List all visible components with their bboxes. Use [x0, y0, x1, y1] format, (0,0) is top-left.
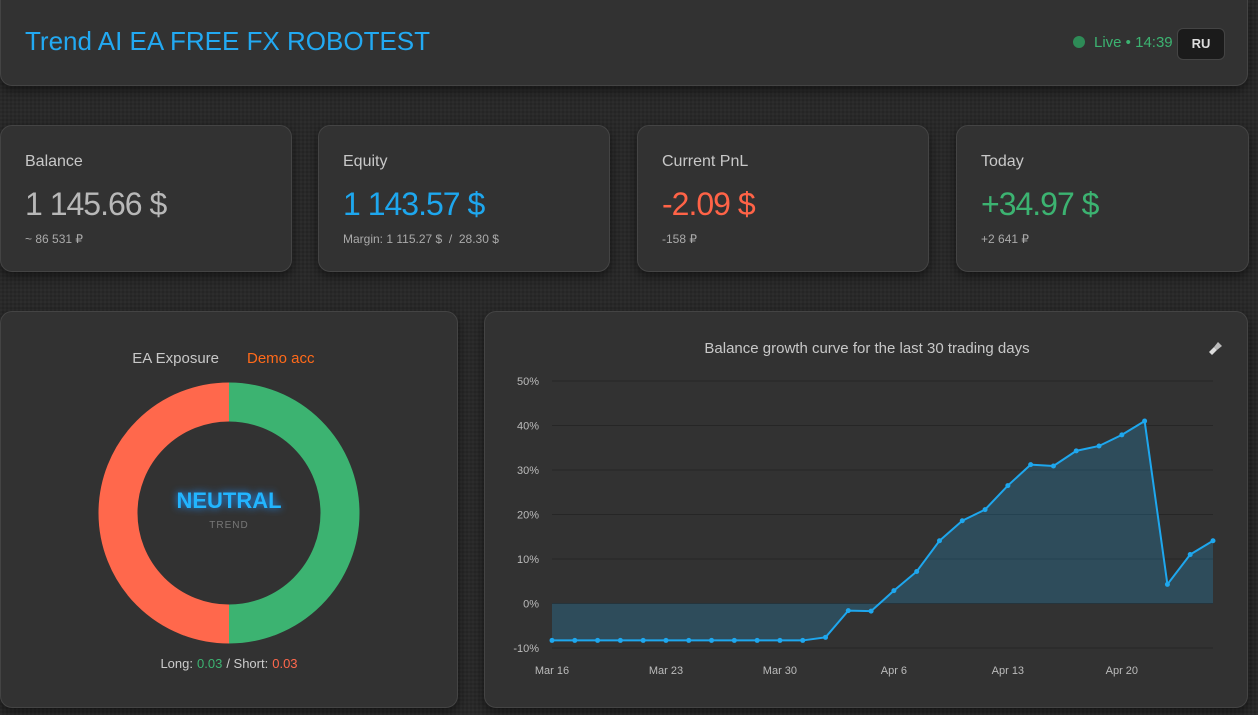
x-tick-label: Mar 30 — [763, 665, 797, 677]
y-tick-label: 0% — [523, 599, 539, 611]
short-value: 0.03 — [272, 656, 297, 671]
x-tick-label: Apr 6 — [881, 665, 907, 677]
data-point — [549, 637, 555, 643]
short-arc — [98, 382, 230, 644]
y-tick-label: 30% — [517, 465, 539, 477]
data-point — [1005, 483, 1011, 489]
data-point — [686, 637, 692, 643]
account-type: Demo acc — [247, 350, 315, 367]
data-point — [959, 518, 965, 524]
x-tick-label: Mar 16 — [535, 665, 569, 677]
data-point — [595, 637, 601, 643]
data-point — [1073, 448, 1079, 454]
data-point — [572, 637, 578, 643]
long-arc — [228, 382, 360, 644]
data-point — [777, 637, 783, 643]
trend-state: NEUTRAL — [176, 488, 281, 513]
card-value: 1 145.66 $ — [25, 186, 167, 222]
y-tick-label: -10% — [513, 643, 539, 655]
data-point — [640, 637, 646, 643]
chart-title: Balance growth curve for the last 30 tra… — [704, 340, 1029, 357]
data-point — [891, 588, 897, 594]
data-point — [868, 608, 874, 614]
data-point — [1028, 462, 1034, 468]
data-point — [1119, 432, 1125, 438]
data-point — [800, 637, 806, 643]
balance-panel: Balance growth curve for the last 30 tra… — [484, 311, 1248, 708]
balance-line — [552, 419, 1214, 642]
stat-card: Today +34.97 $ +2 641 ₽ — [956, 125, 1249, 272]
card-sub: -158 ₽ — [662, 232, 697, 246]
long-value: 0.03 — [197, 656, 222, 671]
stat-card: Current PnL -2.09 $ -158 ₽ — [637, 125, 929, 272]
data-point — [1210, 538, 1216, 544]
card-value: +34.97 $ — [981, 186, 1099, 222]
x-tick-label: Mar 23 — [649, 665, 683, 677]
trend-caption: TREND — [209, 520, 248, 531]
card-value: 1 143.57 $ — [343, 186, 485, 222]
app-title: Trend AI EA FREE FX ROBOTEST — [25, 26, 431, 56]
x-tick-label: Apr 13 — [992, 665, 1024, 677]
y-tick-label: 40% — [517, 421, 539, 433]
data-point — [1187, 552, 1193, 558]
balance-area — [552, 421, 1213, 641]
exposure-panel: EA Exposure Demo acc NEUTRAL TREND Long: 0.03… — [0, 311, 458, 708]
card-label: Balance — [25, 153, 83, 170]
language-button[interactable]: RU — [1177, 28, 1225, 60]
short-label: / Short: — [226, 656, 268, 671]
data-point — [1050, 463, 1056, 469]
live-status: Live • 14:39 — [1073, 34, 1173, 51]
x-tick-label: Apr 20 — [1106, 665, 1138, 677]
card-value: -2.09 $ — [662, 186, 756, 222]
long-label: Long: — [160, 656, 193, 671]
data-point — [709, 637, 715, 643]
data-point — [754, 637, 760, 643]
data-point — [1164, 581, 1170, 587]
card-label: Equity — [343, 153, 388, 170]
data-point — [663, 637, 669, 643]
exposure-chart: EA Exposure Demo acc NEUTRAL TREND Long: 0.03… — [98, 350, 360, 671]
card-sub: +2 641 ₽ — [981, 232, 1030, 246]
data-point — [936, 538, 942, 544]
header: Trend AI EA FREE FX ROBOTEST Live • 14:3… — [0, 0, 1248, 86]
data-point — [845, 608, 851, 614]
data-point — [914, 568, 920, 574]
data-point — [1096, 443, 1102, 449]
data-point — [1142, 418, 1148, 424]
card-label: Current PnL — [662, 153, 749, 170]
exposure-title: EA Exposure — [132, 350, 219, 367]
data-point — [731, 637, 737, 643]
card-sub: ~ 86 531 ₽ — [25, 232, 84, 246]
card-sub: Margin: 1 115.27 $ / 28.30 $ — [343, 232, 499, 246]
data-point — [617, 637, 623, 643]
pin-icon[interactable] — [1209, 342, 1222, 355]
balance-chart: Balance growth curve for the last 30 tra… — [513, 340, 1222, 677]
stat-card: Balance 1 145.66 $ ~ 86 531 ₽ — [0, 125, 292, 272]
data-point — [823, 634, 829, 640]
y-tick-label: 50% — [517, 376, 539, 388]
card-label: Today — [981, 153, 1024, 170]
data-point — [982, 507, 988, 513]
y-tick-label: 10% — [517, 554, 539, 566]
stat-card: Equity 1 143.57 $ Margin: 1 115.27 $ / 28.… — [318, 125, 610, 272]
y-tick-label: 20% — [517, 510, 539, 522]
long-short-summary: Long: 0.03 / Short: 0.03 — [160, 656, 297, 671]
